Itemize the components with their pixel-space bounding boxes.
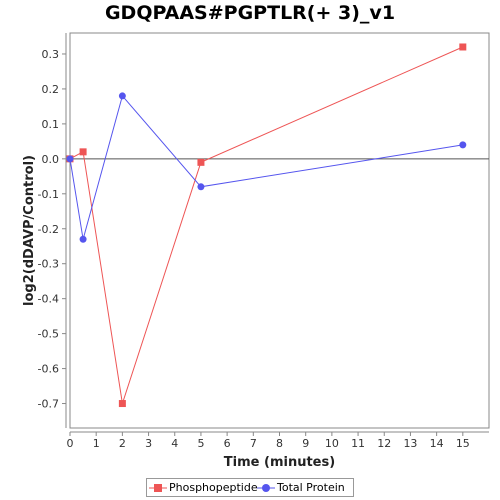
- data-point-total-protein: [197, 183, 205, 191]
- y-tick-label: 0.3: [42, 48, 60, 61]
- data-point-total-protein: [118, 92, 126, 100]
- y-tick-label: -0.2: [38, 223, 59, 236]
- plot-area: [69, 32, 490, 429]
- y-tick-label: -0.5: [38, 328, 59, 341]
- x-tick-label: 6: [224, 437, 231, 450]
- y-tick-label: 0.0: [42, 153, 60, 166]
- x-tick-label: 5: [197, 437, 204, 450]
- x-tick-label: 8: [276, 437, 283, 450]
- data-point-phosphopeptide: [79, 148, 87, 156]
- chart-title: GDQPAAS#PGPTLR(+ 3)_v1: [104, 2, 396, 24]
- x-tick-label: 14: [430, 437, 444, 450]
- y-tick-label: -0.7: [38, 398, 59, 411]
- data-point-phosphopeptide: [459, 43, 467, 51]
- x-tick-label: 4: [171, 437, 178, 450]
- x-tick-label: 12: [377, 437, 391, 450]
- data-point-total-protein: [66, 155, 74, 163]
- x-tick-label: 11: [351, 437, 365, 450]
- y-tick-label: -0.6: [38, 363, 59, 376]
- y-tick-label: 0.1: [42, 118, 60, 131]
- chart-legend: Phosphopeptide Total Protein: [146, 478, 354, 497]
- data-point-phosphopeptide: [118, 400, 126, 408]
- y-tick-label: 0.2: [42, 83, 60, 96]
- y-tick-label: -0.4: [38, 293, 59, 306]
- y-tick-label: -0.3: [38, 258, 59, 271]
- legend-label-total-protein: Total Protein: [277, 481, 345, 494]
- legend-label-phosphopeptide: Phosphopeptide: [169, 481, 258, 494]
- data-point-total-protein: [459, 141, 467, 149]
- x-tick-label: 13: [403, 437, 417, 450]
- x-axis-title: Time (minutes): [224, 455, 335, 470]
- legend-swatch-phosphopeptide: [149, 484, 167, 492]
- x-tick-label: 9: [302, 437, 309, 450]
- x-tick-label: 3: [145, 437, 152, 450]
- y-tick-label: -0.1: [38, 188, 59, 201]
- x-tick-label: 2: [119, 437, 126, 450]
- x-tick-label: 0: [67, 437, 74, 450]
- y-axis-title: log2(dDAVP/Control): [22, 155, 37, 306]
- legend-swatch-total-protein: [257, 484, 275, 492]
- x-tick-label: 1: [93, 437, 100, 450]
- x-tick-label: 15: [456, 437, 470, 450]
- data-point-total-protein: [79, 235, 87, 243]
- x-tick-label: 10: [325, 437, 339, 450]
- x-tick-label: 7: [250, 437, 257, 450]
- data-point-phosphopeptide: [197, 158, 205, 166]
